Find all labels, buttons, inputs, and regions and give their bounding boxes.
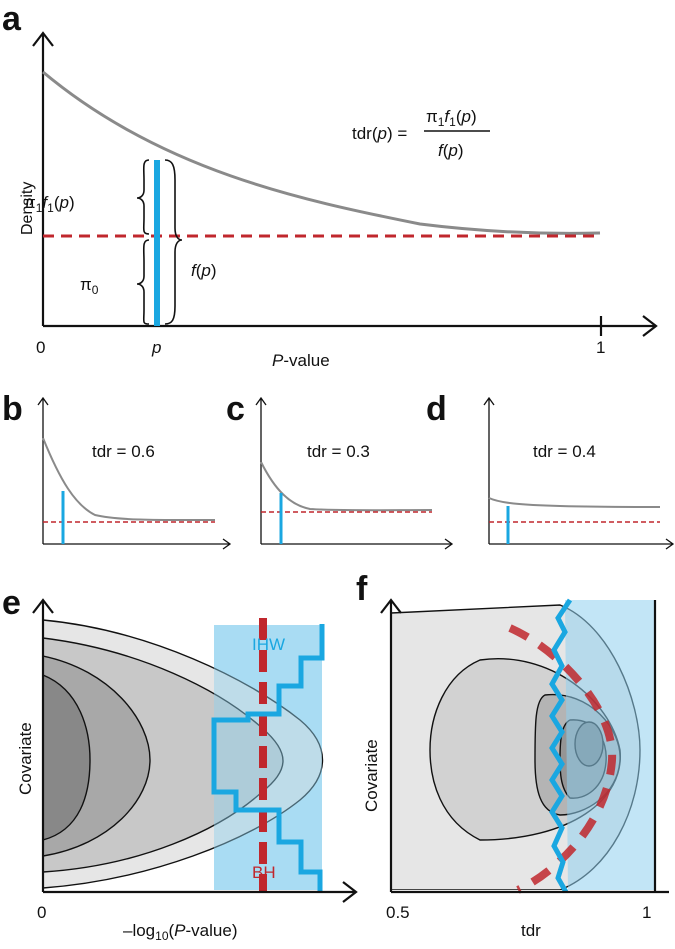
panel-e: e IHW BH Covariate 0 –log10(P-value) <box>2 584 358 943</box>
panel-a-formula-num: π1f1(p) <box>426 107 477 129</box>
panel-f: f Covariate 0.5 1 tdr <box>356 570 669 940</box>
panel-e-xlabel: –log10(P-value) <box>123 921 237 943</box>
panel-d-y-axis <box>483 396 495 544</box>
panel-a-brace-fp <box>164 159 183 325</box>
panel-c-y-axis <box>255 396 267 544</box>
panel-f-ihw-boundary <box>549 598 573 894</box>
panel-a-ylabel: Density <box>19 182 36 235</box>
panel-b: b tdr = 0.6 <box>2 390 232 550</box>
panel-b-letter: b <box>2 390 23 428</box>
panel-c: c tdr = 0.3 <box>226 390 454 550</box>
panel-e-contour-4 <box>43 674 91 841</box>
panel-b-density-curve <box>42 437 216 522</box>
panel-e-y-axis <box>32 598 54 892</box>
panel-e-tick-0: 0 <box>37 903 46 922</box>
panel-e-letter: e <box>2 584 21 622</box>
panel-a-x-axis <box>43 315 658 337</box>
panel-e-bh-label: BH <box>252 863 276 882</box>
panel-d: d tdr = 0.4 <box>426 390 675 550</box>
panel-c-letter: c <box>226 390 245 428</box>
panel-a-brace-pi0 <box>136 239 150 325</box>
panel-d-letter: d <box>426 390 447 428</box>
panel-e-ihw-boundary <box>211 624 325 892</box>
panel-a-y-axis <box>32 31 54 326</box>
panel-f-xlabel: tdr <box>521 921 541 940</box>
panel-a-tick-1-label: 1 <box>596 338 605 357</box>
panel-a-formula-den: f(p) <box>438 141 464 160</box>
panel-f-rejection-region <box>565 600 655 890</box>
panel-a: a π1f1(p) π0 f(p) tdr(p) = π1f1(p) f(p) … <box>2 0 658 370</box>
panel-b-x-axis <box>43 538 232 550</box>
panel-f-bh-curve <box>508 624 617 894</box>
panel-f-tick-05: 0.5 <box>386 903 410 922</box>
panel-c-tdr: tdr = 0.3 <box>307 442 370 461</box>
panel-f-ylabel: Covariate <box>362 739 381 812</box>
panel-a-letter: a <box>2 0 22 38</box>
panel-c-x-axis <box>261 538 454 550</box>
panel-a-formula-lhs: tdr(p) = <box>352 124 407 143</box>
panel-e-x-axis <box>43 881 358 903</box>
panel-d-tdr: tdr = 0.4 <box>533 442 596 461</box>
panel-f-y-axis <box>380 598 402 892</box>
panel-f-tick-1: 1 <box>642 903 651 922</box>
panel-e-ylabel: Covariate <box>16 722 35 795</box>
panel-a-brace-pi1f1 <box>136 159 150 235</box>
panel-a-label-fp: f(p) <box>191 261 217 280</box>
panel-e-rejection-overlay <box>214 625 322 890</box>
panel-b-y-axis <box>37 396 49 544</box>
panel-a-xlabel: P-value <box>272 351 330 370</box>
panel-e-ihw-label: IHW <box>252 635 285 654</box>
panel-a-tick-p-label: p <box>151 338 161 357</box>
panel-d-x-axis <box>489 538 675 550</box>
panel-a-tick-0-label: 0 <box>36 338 45 357</box>
panel-b-tdr: tdr = 0.6 <box>92 442 155 461</box>
panel-a-density-curve <box>42 70 601 235</box>
panel-c-density-curve <box>260 461 433 512</box>
panel-d-density-curve <box>488 497 661 508</box>
panel-f-letter: f <box>356 570 368 608</box>
panel-a-label-pi0: π0 <box>80 275 99 297</box>
